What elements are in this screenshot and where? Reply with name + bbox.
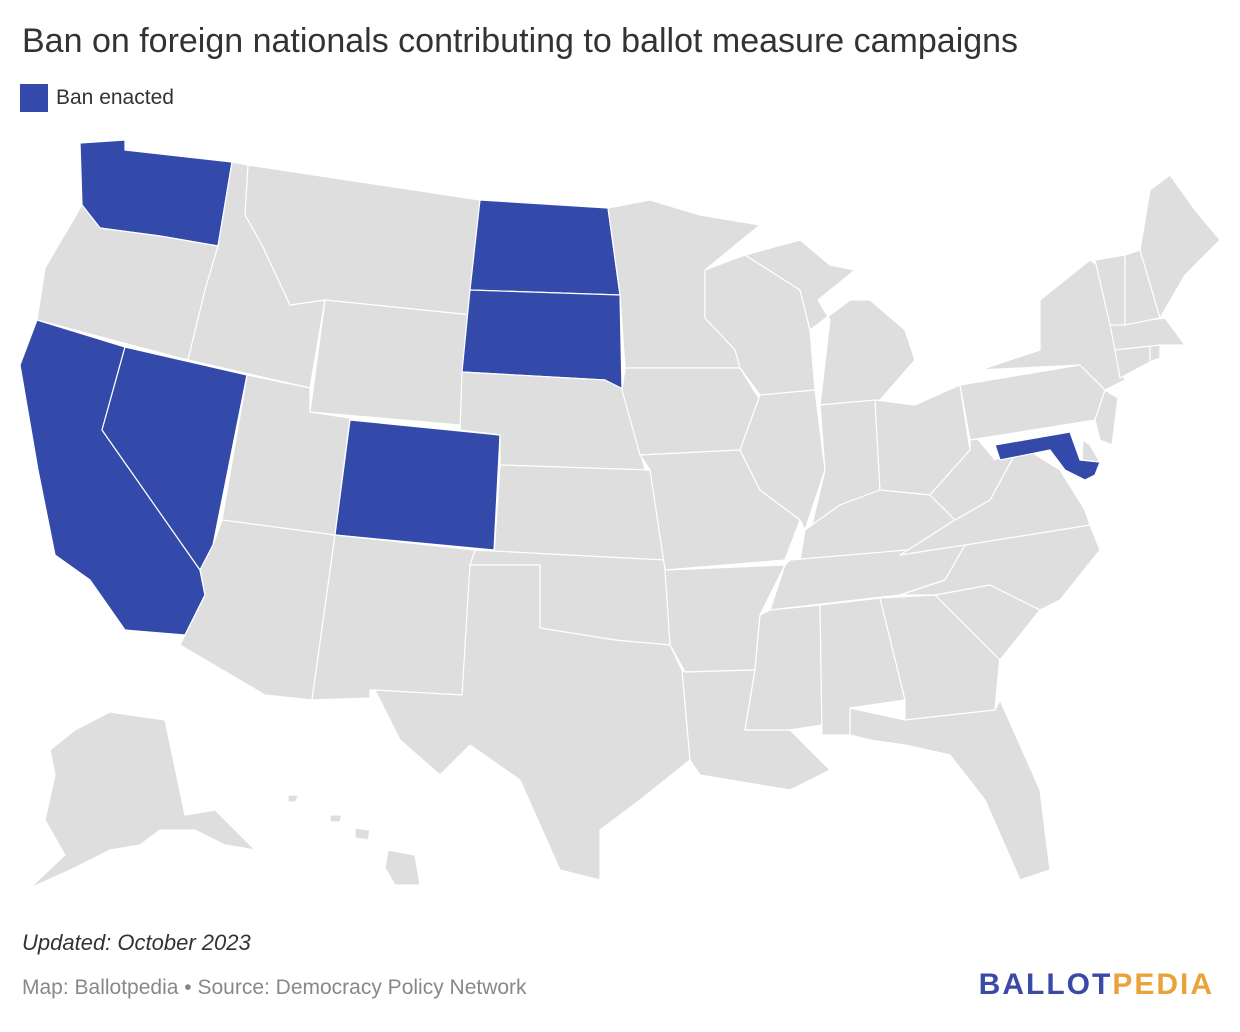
state-RI <box>1149 344 1161 363</box>
state-FL <box>849 699 1051 881</box>
source-footer: Map: Ballotpedia • Source: Democracy Pol… <box>22 976 527 999</box>
state-IL <box>739 389 826 531</box>
state-KS <box>493 464 666 561</box>
state-ND <box>469 199 621 296</box>
chart-title: Ban on foreign nationals contributing to… <box>22 22 1019 60</box>
legend: Ban enacted <box>20 84 174 112</box>
us-map <box>0 120 1240 900</box>
state-HI <box>287 794 421 886</box>
state-MI <box>744 239 916 406</box>
logo-part-pedia: PEDIA <box>1112 968 1214 1001</box>
state-CO <box>334 419 501 551</box>
legend-swatch <box>20 84 48 112</box>
updated-note: Updated: October 2023 <box>22 930 251 955</box>
state-TX <box>374 564 691 881</box>
state-WY <box>309 299 473 426</box>
ballotpedia-logo: BALLOTPEDIA <box>979 968 1214 1002</box>
legend-label: Ban enacted <box>56 86 174 109</box>
state-IA <box>621 367 761 456</box>
logo-part-ballot: BALLOT <box>978 968 1113 1001</box>
state-MD <box>994 431 1101 481</box>
state-AK <box>29 711 256 889</box>
state-NM <box>311 534 476 701</box>
state-ME <box>1139 174 1221 319</box>
us-map-svg <box>19 139 1221 889</box>
state-NJ <box>1094 389 1119 446</box>
state-DE <box>1081 439 1101 463</box>
state-PA <box>959 364 1106 441</box>
